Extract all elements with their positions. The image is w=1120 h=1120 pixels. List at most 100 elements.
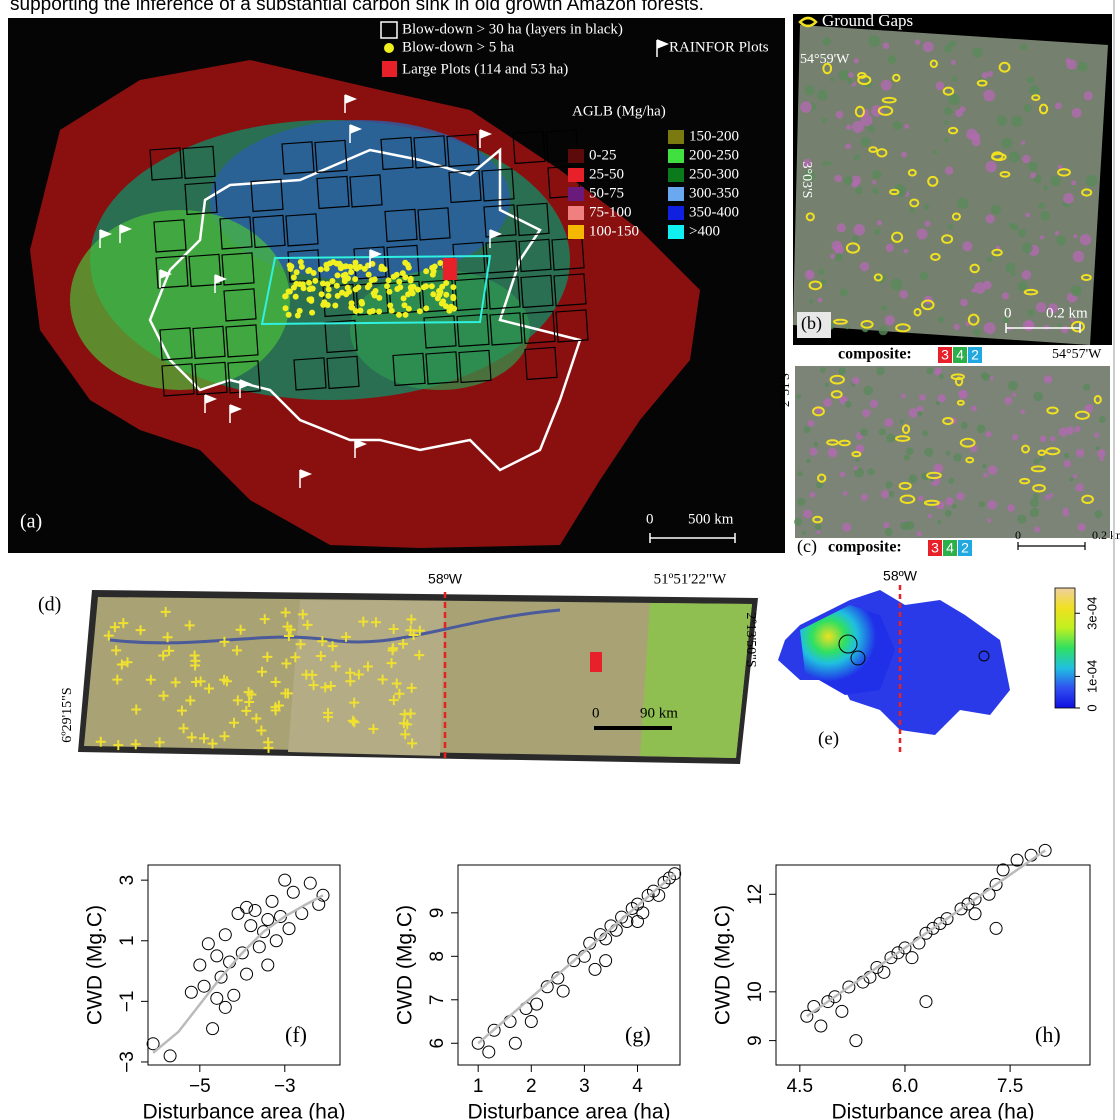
- panel-label: (c): [797, 536, 817, 557]
- blowdown-dot: [406, 265, 412, 271]
- texture-spot: [872, 188, 878, 194]
- texture-spot: [1024, 104, 1032, 112]
- texture-spot: [870, 400, 878, 408]
- texture-spot: [1073, 234, 1077, 238]
- texture-spot: [952, 76, 957, 81]
- blowdown-dot: [294, 269, 300, 275]
- texture-spot: [852, 377, 860, 385]
- texture-spot: [884, 418, 893, 427]
- meridian-label: 58ºW: [428, 571, 463, 587]
- texture-spot: [1034, 526, 1040, 532]
- band-label: 4: [946, 540, 954, 556]
- legend-text: 350-400: [689, 204, 739, 220]
- texture-spot: [1029, 85, 1039, 95]
- texture-spot: [901, 394, 906, 399]
- texture-spot: [917, 411, 923, 417]
- texture-spot: [1064, 460, 1071, 467]
- texture-spot: [982, 373, 990, 381]
- x-tick-label: 1: [473, 1076, 484, 1097]
- blowdown-dot: [283, 305, 289, 311]
- texture-spot: [879, 428, 886, 435]
- texture-spot: [953, 453, 962, 462]
- y-tick-label: 12: [745, 884, 766, 905]
- texture-spot: [909, 408, 919, 418]
- texture-spot: [862, 409, 870, 417]
- data-point: [557, 985, 569, 997]
- blowdown-dot: [439, 284, 445, 290]
- aerial-image: [795, 366, 1110, 538]
- legend-swatch: [568, 225, 584, 239]
- scale-text: 0.2 km: [1046, 305, 1088, 321]
- blowdown-dot: [389, 308, 395, 314]
- lon-label: 51º51'22"W: [654, 571, 727, 587]
- data-point: [164, 1050, 176, 1062]
- texture-spot: [1069, 477, 1073, 481]
- legend-swatch: [668, 130, 684, 144]
- blowdown-dot: [332, 302, 338, 308]
- texture-spot: [944, 120, 948, 124]
- texture-spot: [904, 124, 909, 129]
- texture-spot: [986, 431, 992, 437]
- band-label: 3: [941, 347, 949, 363]
- texture-spot: [950, 40, 957, 47]
- colorbar-label: 1e-04: [1084, 660, 1099, 693]
- panel-b: Ground Gaps 54°59'W 3°03'S (b) 0 0.2 km …: [793, 11, 1112, 363]
- texture-spot: [1071, 180, 1076, 185]
- texture-spot: [838, 367, 846, 375]
- texture-spot: [961, 422, 968, 429]
- blowdown-dot: [291, 274, 297, 280]
- legend-text: 250-300: [689, 166, 739, 182]
- texture-spot: [860, 428, 868, 436]
- legend-text: Blow-down > 5 ha: [402, 39, 515, 55]
- lat-label: 3°03'S: [799, 162, 814, 199]
- data-point: [525, 1016, 537, 1028]
- legend-text: 0-25: [589, 147, 617, 163]
- texture-spot: [847, 78, 853, 84]
- texture-spot: [903, 249, 908, 254]
- blowdown-dot: [396, 312, 402, 318]
- texture-spot: [954, 324, 960, 330]
- data-point: [211, 950, 223, 962]
- x-tick-label: 4: [632, 1076, 643, 1097]
- texture-spot: [836, 111, 844, 119]
- texture-spot: [832, 241, 843, 252]
- texture-spot: [945, 497, 953, 505]
- legend-text: RAINFOR Plots: [669, 39, 769, 55]
- texture-spot: [900, 419, 904, 423]
- mosaic-tile: [640, 603, 752, 758]
- texture-spot: [1030, 498, 1039, 507]
- texture-spot: [1027, 77, 1034, 84]
- texture-spot: [1050, 436, 1055, 441]
- texture-spot: [1022, 270, 1032, 280]
- data-point: [245, 920, 257, 932]
- blowdown-dot: [439, 300, 445, 306]
- texture-spot: [809, 299, 813, 303]
- blowdown-dot: [394, 286, 400, 292]
- texture-spot: [983, 281, 992, 290]
- texture-spot: [809, 448, 817, 456]
- blowdown-dot: [326, 286, 332, 292]
- texture-spot: [899, 290, 908, 299]
- texture-spot: [794, 518, 802, 526]
- blowdown-dot: [430, 291, 436, 297]
- blowdown-dot: [396, 279, 402, 285]
- y-tick-label: 1: [117, 935, 138, 946]
- texture-spot: [920, 272, 928, 280]
- texture-spot: [1094, 432, 1099, 437]
- texture-spot: [922, 430, 928, 436]
- texture-spot: [876, 367, 885, 376]
- x-tick-label: 6.0: [892, 1076, 918, 1097]
- texture-spot: [854, 154, 860, 160]
- texture-spot: [1097, 449, 1106, 458]
- texture-spot: [1078, 523, 1086, 531]
- blowdown-dot: [352, 276, 358, 282]
- blowdown-dot: [359, 299, 365, 305]
- texture-spot: [1073, 251, 1084, 262]
- texture-spot: [803, 509, 812, 518]
- texture-spot: [1074, 426, 1080, 432]
- texture-spot: [818, 297, 823, 302]
- texture-spot: [868, 125, 875, 132]
- texture-spot: [848, 72, 854, 78]
- texture-spot: [840, 472, 846, 478]
- blowdown-dot: [366, 272, 372, 278]
